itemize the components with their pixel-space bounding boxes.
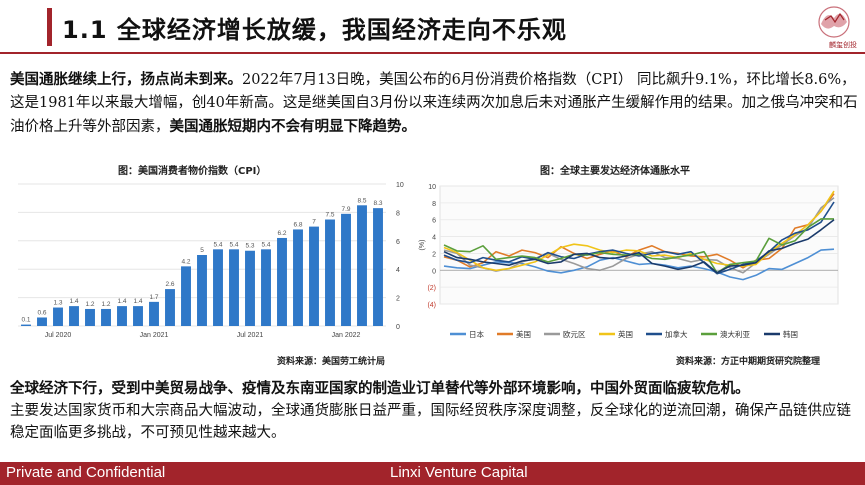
intl-legend-label: 韩国 bbox=[783, 329, 798, 339]
cpi-data-label: 1.4 bbox=[69, 298, 78, 305]
cpi-y-tick-label: 2 bbox=[396, 296, 400, 303]
cpi-bar bbox=[85, 308, 95, 326]
intl-y-tick-label: (2) bbox=[427, 285, 436, 292]
cpi-data-label: 6.2 bbox=[277, 230, 286, 237]
cpi-bar bbox=[309, 226, 319, 326]
cpi-data-label: 5.4 bbox=[213, 241, 222, 248]
intl-y-tick-label: 0 bbox=[432, 268, 436, 275]
intl-inflation-line-chart: (4) (2) 0 2 4 6 8 10 (%) 日本 美国 欧元区 英国 加拿大 澳大利亚 韩国 bbox=[419, 184, 839, 339]
cpi-bar bbox=[37, 317, 47, 326]
footer-company: Linxi Venture Capital bbox=[390, 464, 528, 481]
cpi-x-tick-label: Jul 2020 bbox=[45, 332, 72, 339]
cpi-bar bbox=[181, 266, 191, 326]
intl-y-tick-label: 10 bbox=[428, 184, 436, 191]
cpi-data-label: 1.7 bbox=[149, 294, 158, 301]
summary-body: 主要发达国家货币和大宗商品大幅波动，全球通货膨胀日益严重，国际经贸秩序深度调整，… bbox=[10, 403, 851, 441]
cpi-bar bbox=[341, 213, 351, 326]
intl-y-tick-label: 6 bbox=[432, 218, 436, 225]
intl-y-tick-label: 2 bbox=[432, 251, 436, 258]
cpi-bar bbox=[165, 289, 175, 326]
cpi-bar bbox=[69, 306, 79, 326]
cpi-bar bbox=[53, 307, 63, 326]
cpi-data-label: 5 bbox=[200, 247, 204, 254]
summary-paragraph: 全球经济下行，受到中美贸易战争、疫情及东南亚国家的制造业订单替代等外部环境影响，… bbox=[10, 378, 860, 444]
intl-y-tick-label: 8 bbox=[432, 201, 436, 208]
cpi-bar bbox=[197, 255, 207, 326]
intl-y-tick-label: 4 bbox=[432, 235, 436, 242]
cpi-data-label: 5.4 bbox=[229, 241, 238, 248]
cpi-y-tick-label: 6 bbox=[396, 239, 400, 246]
intro-lead: 美国通胀继续上行，扬点尚未到来。 bbox=[10, 71, 242, 88]
cpi-data-label: 6.8 bbox=[293, 221, 302, 228]
cpi-x-tick-label: Jul 2021 bbox=[237, 332, 264, 339]
cpi-data-label: 7.5 bbox=[325, 212, 334, 219]
intl-chart-title: 图：全球主要发达经济体通胀水平 bbox=[540, 166, 690, 177]
intl-legend-label: 日本 bbox=[469, 329, 484, 339]
cpi-y-tick-label: 8 bbox=[396, 210, 400, 217]
intro-paragraph: 美国通胀继续上行，扬点尚未到来。2022年7月13日晚，美国公布的6月份消费价格… bbox=[10, 68, 860, 139]
cpi-data-label: 1.2 bbox=[101, 301, 110, 308]
cpi-bar bbox=[245, 250, 255, 326]
cpi-y-tick-label: 4 bbox=[396, 267, 400, 274]
cpi-data-label: 5.3 bbox=[245, 243, 254, 250]
cpi-chart-title: 图：美国消费者物价指数（CPI） bbox=[118, 166, 267, 177]
intl-legend-label: 美国 bbox=[516, 329, 531, 339]
cpi-bar bbox=[101, 308, 111, 326]
cpi-y-tick-label: 0 bbox=[396, 324, 400, 331]
cpi-bar bbox=[133, 306, 143, 326]
cpi-bar bbox=[373, 208, 383, 326]
cpi-data-label: 0.1 bbox=[21, 317, 30, 324]
intro-body: 2022年7月13日晚，美国公布的6月份消费价格指数（CPI） 同比飙升9.1%… bbox=[10, 72, 858, 135]
cpi-bar bbox=[325, 219, 335, 326]
cpi-bar-chart: 0 2 4 6 8 10 0.1 0.6 1.3 1.4 1.2 1.2 1.4 1.4 1.7 2.6 4.2… bbox=[18, 182, 404, 339]
footer-confidential: Private and Confidential bbox=[6, 464, 166, 481]
intl-legend-label: 欧元区 bbox=[563, 329, 586, 339]
title-bar: 1.1 全球经济增长放缓，我国经济走向不乐观 麟玺创投 bbox=[0, 0, 865, 54]
title-accent-bar bbox=[47, 8, 52, 46]
cpi-bar bbox=[293, 229, 303, 326]
intl-y-axis-label: (%) bbox=[419, 240, 426, 251]
intro-tail: 美国通胀短期内不会有明显下降趋势。 bbox=[169, 118, 417, 135]
cpi-data-label: 1.4 bbox=[117, 298, 126, 305]
footer-bar: Private and Confidential Linxi Venture C… bbox=[0, 462, 865, 485]
cpi-data-label: 4.2 bbox=[181, 258, 190, 265]
cpi-data-label: 1.2 bbox=[85, 301, 94, 308]
company-logo-text: 麟玺创投 bbox=[829, 41, 857, 49]
intl-legend-label: 澳大利亚 bbox=[720, 329, 750, 339]
cpi-data-label: 2.6 bbox=[165, 281, 174, 288]
cpi-data-label: 7 bbox=[312, 219, 316, 226]
intl-plot-area bbox=[439, 185, 839, 305]
cpi-data-label: 8.3 bbox=[373, 200, 382, 207]
cpi-bar bbox=[213, 249, 223, 326]
cpi-data-label: 1.3 bbox=[53, 300, 62, 307]
title-divider bbox=[0, 52, 865, 54]
cpi-bar bbox=[261, 249, 271, 326]
cpi-data-label: 7.9 bbox=[341, 206, 350, 213]
cpi-chart-source: 资料来源：美国劳工统计局 bbox=[277, 357, 386, 367]
intl-series-line bbox=[443, 219, 835, 274]
summary-lead: 全球经济下行，受到中美贸易战争、疫情及东南亚国家的制造业订单替代等外部环境影响，… bbox=[10, 380, 750, 397]
cpi-bar bbox=[229, 249, 239, 326]
intl-y-tick-label: (4) bbox=[427, 302, 436, 309]
page-title: 1.1 全球经济增长放缓，我国经济走向不乐观 bbox=[62, 16, 567, 44]
cpi-bar bbox=[357, 205, 367, 326]
intl-legend-label: 加拿大 bbox=[665, 329, 688, 339]
cpi-x-tick-label: Jan 2022 bbox=[332, 332, 361, 339]
cpi-bar bbox=[21, 324, 31, 326]
cpi-data-label: 5.4 bbox=[261, 241, 270, 248]
cpi-bar bbox=[149, 301, 159, 326]
intl-legend-label: 英国 bbox=[618, 329, 633, 339]
intl-series-line bbox=[443, 248, 835, 281]
cpi-y-tick-label: 10 bbox=[396, 182, 404, 189]
intl-series-line bbox=[443, 218, 834, 274]
cpi-data-label: 1.4 bbox=[133, 298, 142, 305]
company-logo-icon bbox=[818, 6, 850, 38]
cpi-bar bbox=[277, 237, 287, 326]
cpi-x-tick-label: Jan 2021 bbox=[140, 332, 169, 339]
cpi-bar bbox=[117, 306, 127, 326]
intl-chart-source: 资料来源：方正中期期货研究院整理 bbox=[676, 357, 821, 367]
cpi-data-label: 0.6 bbox=[37, 309, 46, 316]
cpi-data-label: 8.5 bbox=[357, 197, 366, 204]
